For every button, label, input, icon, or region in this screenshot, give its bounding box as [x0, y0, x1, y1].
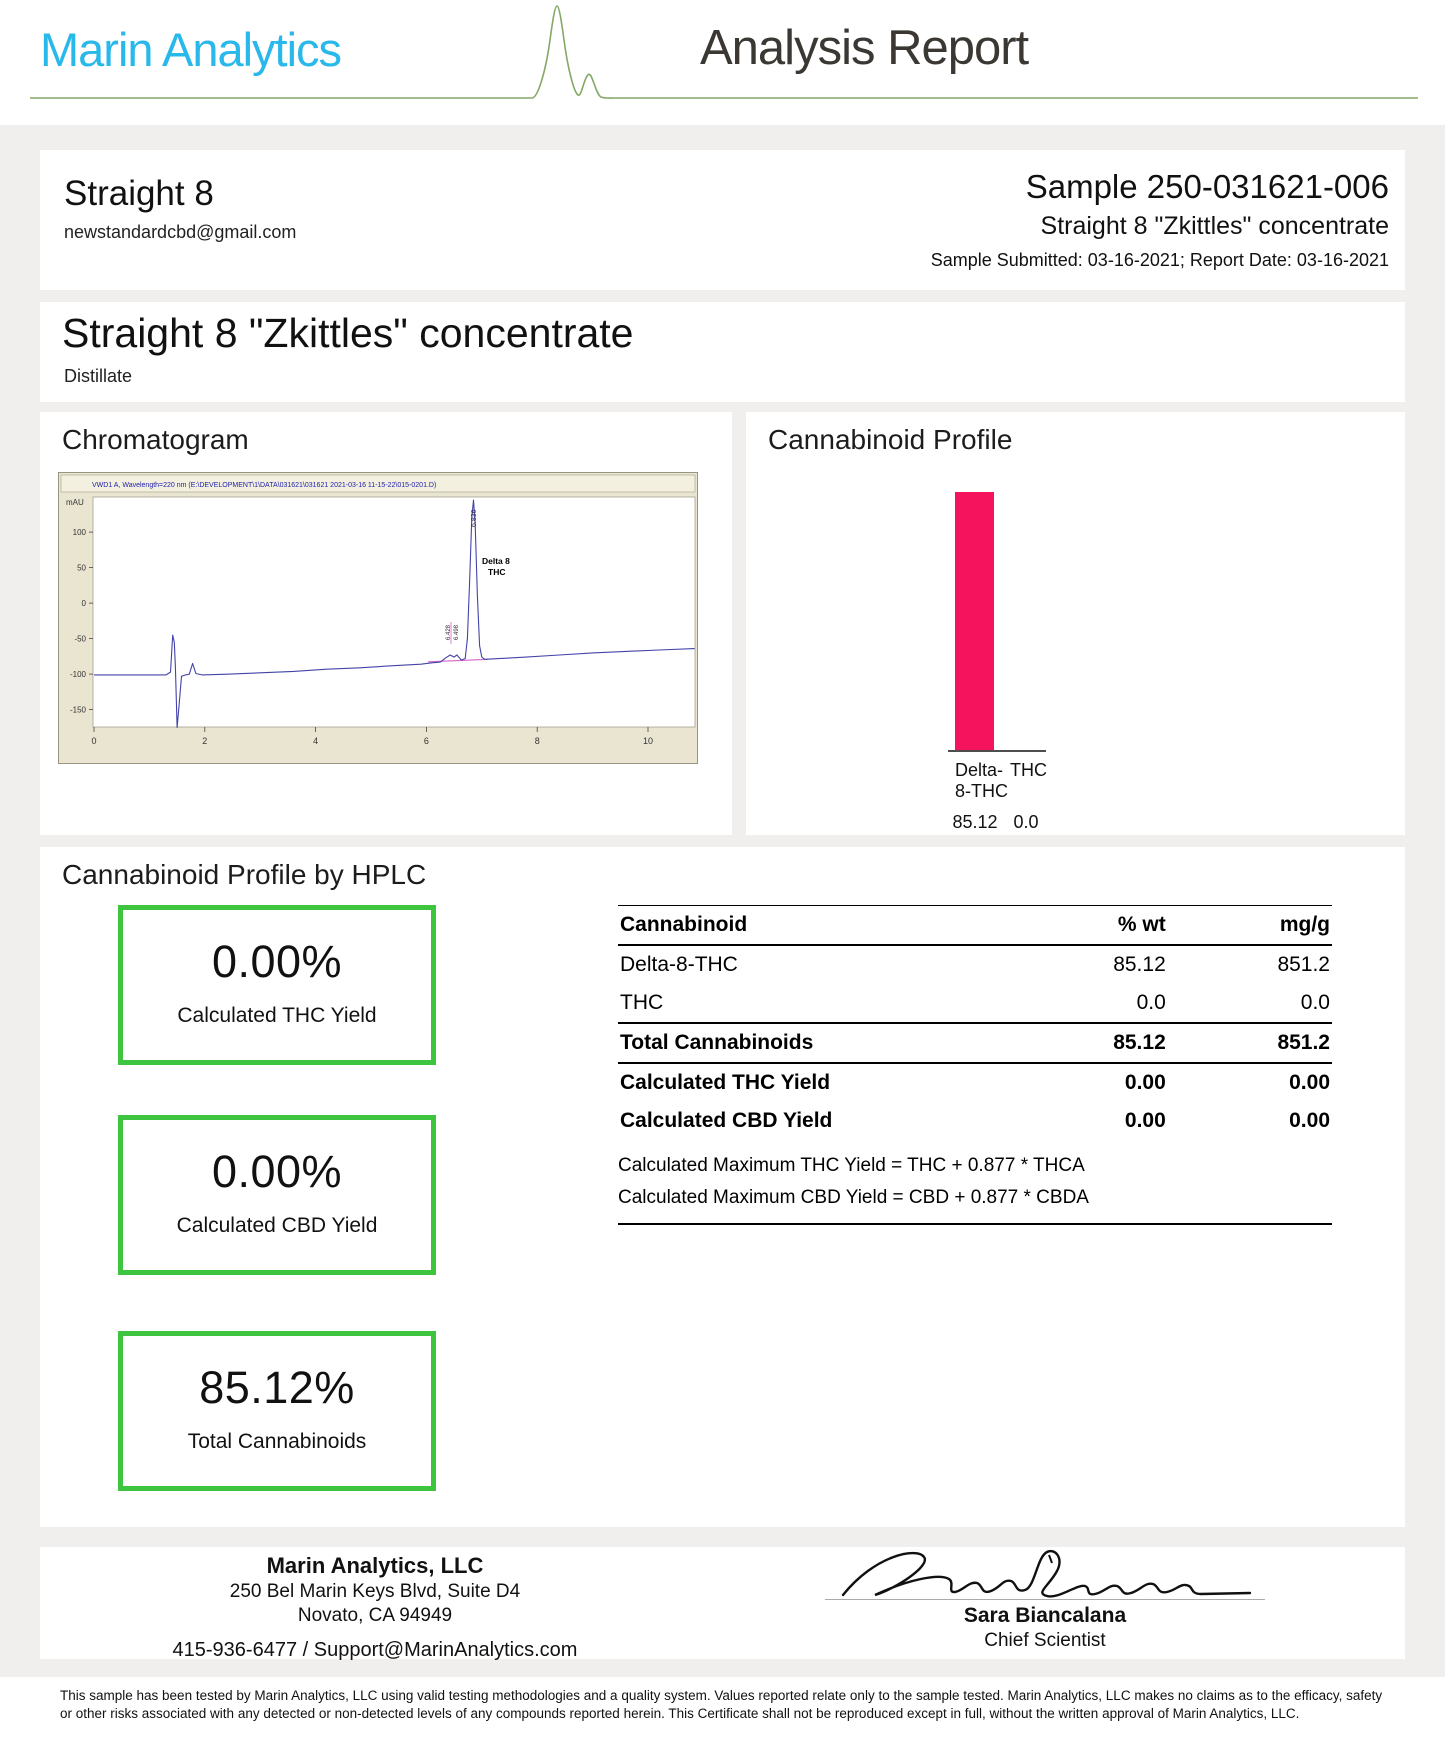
- cannabinoid-table: Cannabinoid % wt mg/g Delta-8-THC 85.12 …: [618, 905, 1332, 1140]
- sample-name: Straight 8 "Zkittles" concentrate: [1040, 212, 1389, 240]
- y-axis-ticks: 100 50 0 -50 -100 -150: [70, 528, 93, 715]
- client-email: newstandardcbd@gmail.com: [64, 222, 297, 242]
- chromatogram-trace: [94, 499, 695, 729]
- summary-label: Total Cannabinoids: [187, 1430, 367, 1453]
- chromatogram-chart: VWD1 A, Wavelength=220 nm (E:\DEVELOPMEN…: [58, 472, 698, 764]
- sample-dates: Sample Submitted: 03-16-2021; Report Dat…: [930, 250, 1389, 270]
- integration-baseline: [428, 658, 489, 663]
- peak-label-main: 6.836: [471, 509, 478, 527]
- peak-annotation-line2: THC: [488, 567, 505, 577]
- hplc-heading: Cannabinoid Profile by HPLC: [62, 859, 427, 890]
- hplc-card: Cannabinoid Profile by HPLC 0.00% Calcul…: [40, 847, 1405, 1527]
- summary-value: 85.12%: [199, 1362, 355, 1413]
- table-row: Delta-8-THC 85.12 851.2: [620, 953, 1330, 976]
- table-row-cbd-yield: Calculated CBD Yield 0.00 0.00: [620, 1109, 1330, 1132]
- lab-address-line1: 250 Bel Marin Keys Blvd, Suite D4: [229, 1581, 521, 1602]
- lab-address-line2: Novato, CA 94949: [297, 1605, 453, 1626]
- summary-label: Calculated THC Yield: [177, 1004, 377, 1027]
- table-header-row: Cannabinoid % wt mg/g: [618, 905, 1332, 946]
- svg-text:8: 8: [535, 736, 540, 746]
- header-peak-graphic: [30, 5, 1418, 99]
- lab-contact-block: Marin Analytics, LLC 250 Bel Marin Keys …: [40, 1547, 710, 1661]
- sample-id: Sample 250-031621-006: [1025, 168, 1389, 205]
- svg-text:2: 2: [202, 736, 207, 746]
- charts-row: Chromatogram VWD1 A, Wavelength=220 nm (…: [40, 412, 1405, 835]
- signature-image: [841, 1549, 1252, 1598]
- summary-box-thc-yield: 0.00% Calculated THC Yield: [118, 905, 436, 1065]
- summary-box-total-cannabinoids: 85.12% Total Cannabinoids: [118, 1331, 436, 1491]
- cannabinoid-profile-card: Cannabinoid Profile Delta-8-THC THC 85.1…: [746, 412, 1405, 835]
- client-sample-card: Straight 8 newstandardcbd@gmail.com Samp…: [40, 150, 1405, 290]
- bar-value-thc: 0.0: [1013, 812, 1039, 832]
- table-row-total: Total Cannabinoids 85.12 851.2: [618, 1022, 1332, 1064]
- svg-text:10: 10: [643, 736, 653, 746]
- peak-label-2: 6.498: [454, 624, 460, 640]
- page-title: Analysis Report: [700, 21, 1029, 75]
- summary-value: 0.00%: [211, 1146, 343, 1197]
- summary-value: 0.00%: [211, 936, 343, 987]
- bar-value-delta8: 85.12: [952, 812, 998, 832]
- disclaimer-text: This sample has been tested by Marin Ana…: [60, 1688, 1383, 1721]
- table-notes: Calculated Maximum THC Yield = THC + 0.8…: [618, 1145, 1332, 1225]
- svg-text:0: 0: [82, 599, 87, 608]
- svg-text:50: 50: [77, 564, 86, 573]
- cannabinoid-bar-chart: Delta-8-THC THC 85.12 0.0: [946, 472, 1066, 832]
- content-area: Straight 8 newstandardcbd@gmail.com Samp…: [0, 125, 1445, 1742]
- note-thc-formula: Calculated Maximum THC Yield = THC + 0.8…: [618, 1155, 1085, 1176]
- svg-text:100: 100: [73, 528, 87, 537]
- product-type: Distillate: [64, 366, 133, 386]
- chromatogram-heading: Chromatogram: [62, 424, 249, 455]
- product-title-card: Straight 8 "Zkittles" concentrate Distil…: [40, 302, 1405, 402]
- svg-text:6: 6: [424, 736, 429, 746]
- product-title: Straight 8 "Zkittles" concentrate: [62, 310, 634, 356]
- lab-logo: Marin Analytics: [40, 23, 342, 76]
- svg-text:-150: -150: [70, 706, 87, 715]
- footer-card: Marin Analytics, LLC 250 Bel Marin Keys …: [40, 1547, 1405, 1661]
- svg-text:-50: -50: [74, 635, 86, 644]
- peak-annotation-line1: Delta 8: [482, 556, 510, 566]
- sample-info-block: Sample 250-031621-006 Straight 8 "Zkittl…: [931, 168, 1389, 271]
- note-cbd-formula: Calculated Maximum CBD Yield = CBD + 0.8…: [618, 1187, 1089, 1208]
- table-row: THC 0.0 0.0: [620, 991, 1330, 1014]
- chromatogram-file-title: VWD1 A, Wavelength=220 nm (E:\DEVELOPMEN…: [92, 482, 436, 489]
- signature-block: Sara Biancalana Chief Scientist: [810, 1547, 1280, 1659]
- bar-chart-axis: [948, 750, 1046, 752]
- lab-phone-email: 415-936-6477 / Support@MarinAnalytics.co…: [172, 1639, 578, 1661]
- report-header: Marin Analytics Analysis Report: [0, 0, 1445, 125]
- chromatogram-card: Chromatogram VWD1 A, Wavelength=220 nm (…: [40, 412, 732, 835]
- svg-text:0: 0: [91, 736, 96, 746]
- disclaimer-strip: This sample has been tested by Marin Ana…: [0, 1677, 1445, 1742]
- lab-company-name: Marin Analytics, LLC: [266, 1553, 484, 1578]
- signer-name: Sara Biancalana: [963, 1604, 1127, 1627]
- summary-box-cbd-yield: 0.00% Calculated CBD Yield: [118, 1115, 436, 1275]
- summary-label: Calculated CBD Yield: [176, 1214, 378, 1237]
- profile-bar: [955, 492, 994, 750]
- peak-label-1: 6.428: [446, 624, 452, 640]
- bar-label-delta8: Delta-8-THC: [955, 760, 1008, 801]
- y-axis-label: mAU: [66, 498, 84, 507]
- svg-text:-100: -100: [70, 670, 87, 679]
- client-name: Straight 8: [64, 174, 214, 213]
- cannabinoid-profile-heading: Cannabinoid Profile: [768, 424, 1013, 455]
- bar-label-thc: THC: [1010, 760, 1047, 780]
- svg-text:4: 4: [313, 736, 318, 746]
- table-row-thc-yield: Calculated THC Yield 0.00 0.00: [620, 1071, 1330, 1094]
- signature-line: [825, 1599, 1265, 1600]
- signer-title: Chief Scientist: [984, 1630, 1106, 1651]
- x-axis-ticks: 0 2 4 6 8 10: [91, 727, 653, 746]
